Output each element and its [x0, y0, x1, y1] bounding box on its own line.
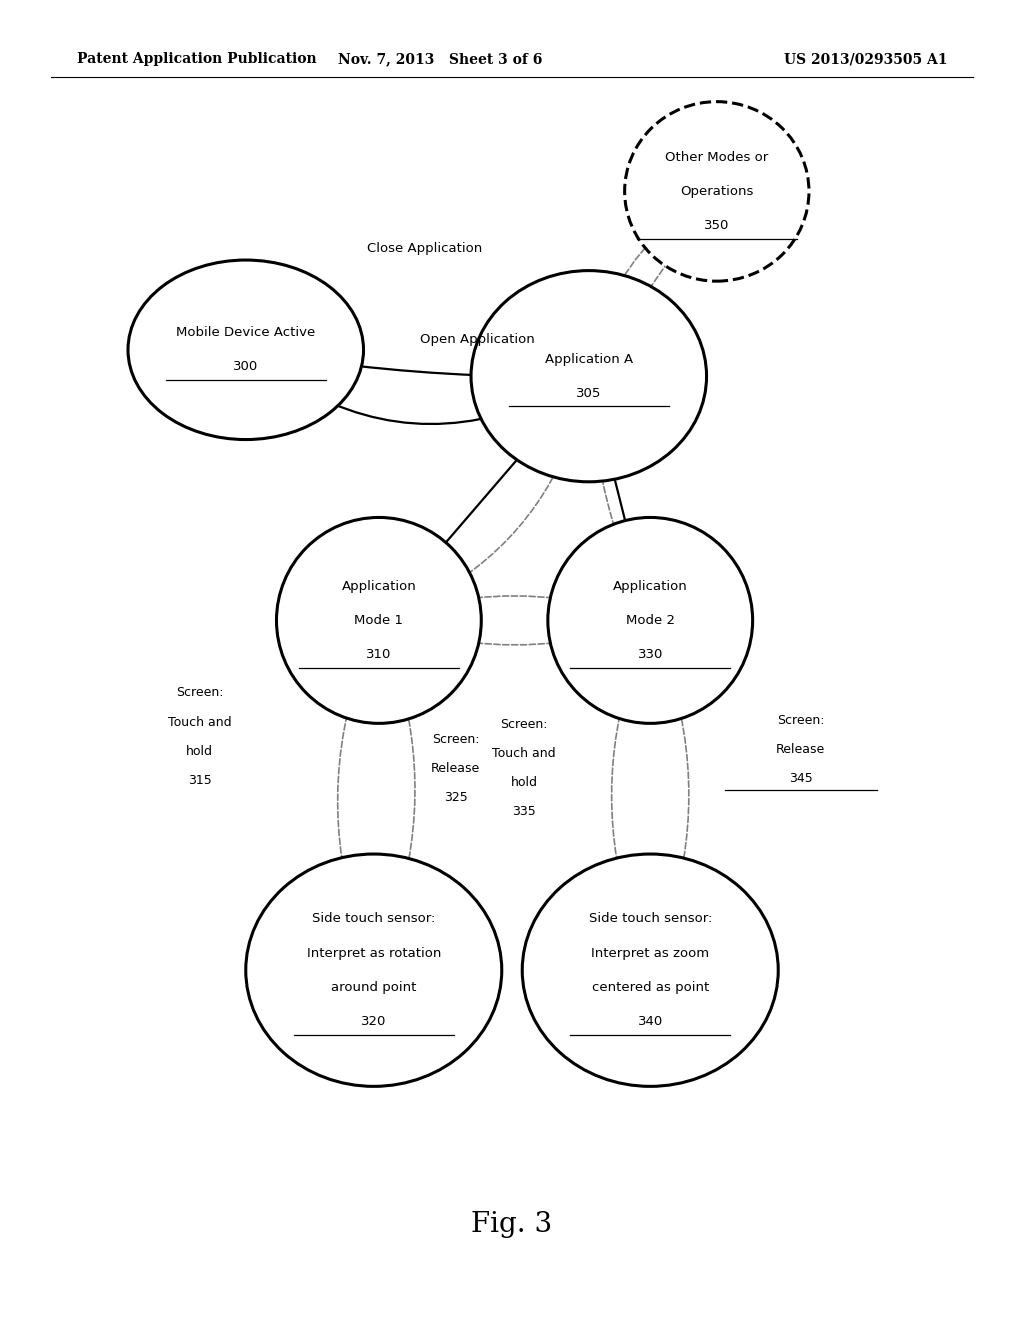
Text: hold: hold: [186, 744, 213, 758]
Text: Open Application: Open Application: [420, 333, 535, 346]
Text: Screen:: Screen:: [777, 714, 824, 727]
Text: Screen:: Screen:: [176, 686, 223, 700]
Text: hold: hold: [511, 776, 538, 789]
Text: 345: 345: [788, 772, 813, 785]
Text: 310: 310: [367, 648, 391, 661]
Ellipse shape: [471, 271, 707, 482]
Text: Touch and: Touch and: [168, 715, 231, 729]
Text: 300: 300: [233, 360, 258, 374]
Text: Screen:: Screen:: [432, 733, 479, 746]
Text: Close Application: Close Application: [368, 242, 482, 255]
Ellipse shape: [128, 260, 364, 440]
Text: Application A: Application A: [545, 352, 633, 366]
Ellipse shape: [625, 102, 809, 281]
Text: Side touch sensor:: Side touch sensor:: [312, 912, 435, 925]
Text: Mobile Device Active: Mobile Device Active: [176, 326, 315, 339]
Text: Operations: Operations: [680, 185, 754, 198]
Text: Screen:: Screen:: [501, 718, 548, 731]
Text: 325: 325: [443, 791, 468, 804]
Text: 315: 315: [187, 774, 212, 787]
Text: Fig. 3: Fig. 3: [471, 1212, 553, 1238]
Ellipse shape: [522, 854, 778, 1086]
Text: Touch and: Touch and: [493, 747, 556, 760]
Text: Other Modes or: Other Modes or: [666, 150, 768, 164]
Text: US 2013/0293505 A1: US 2013/0293505 A1: [783, 53, 947, 66]
Text: 340: 340: [638, 1015, 663, 1028]
Text: Release: Release: [776, 743, 825, 756]
Text: around point: around point: [331, 981, 417, 994]
Text: Interpret as zoom: Interpret as zoom: [591, 946, 710, 960]
Text: Mode 2: Mode 2: [626, 614, 675, 627]
Text: Interpret as rotation: Interpret as rotation: [306, 946, 441, 960]
Text: Side touch sensor:: Side touch sensor:: [589, 912, 712, 925]
Text: Application: Application: [613, 579, 687, 593]
Text: Mode 1: Mode 1: [354, 614, 403, 627]
Text: 320: 320: [361, 1015, 386, 1028]
Text: centered as point: centered as point: [592, 981, 709, 994]
Ellipse shape: [246, 854, 502, 1086]
Text: 335: 335: [512, 805, 537, 818]
Ellipse shape: [276, 517, 481, 723]
Text: 305: 305: [577, 387, 601, 400]
Ellipse shape: [548, 517, 753, 723]
Text: Release: Release: [431, 762, 480, 775]
Text: Application: Application: [342, 579, 416, 593]
Text: Patent Application Publication: Patent Application Publication: [77, 53, 316, 66]
Text: 330: 330: [638, 648, 663, 661]
Text: Nov. 7, 2013   Sheet 3 of 6: Nov. 7, 2013 Sheet 3 of 6: [338, 53, 543, 66]
Text: 350: 350: [705, 219, 729, 232]
